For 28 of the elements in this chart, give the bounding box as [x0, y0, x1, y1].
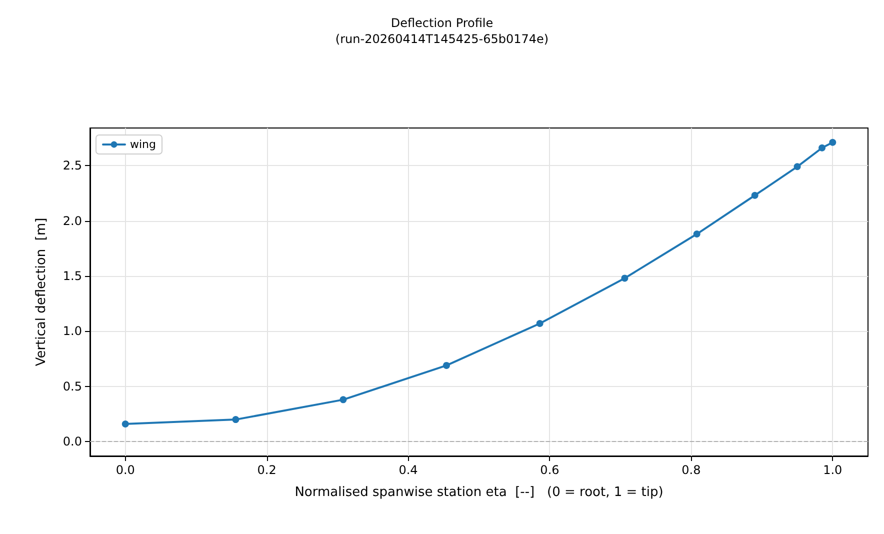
point — [442, 362, 450, 369]
x-axis-title: Normalised spanwise station eta [--] (0 = root, 1 = tip) — [294, 485, 664, 500]
point — [794, 163, 801, 170]
point — [693, 230, 700, 238]
y-tick-label: 0.5 — [62, 379, 82, 394]
point — [122, 420, 129, 428]
chart-title: Deflection Profile — [390, 16, 494, 30]
y-tick-label: 2.0 — [62, 214, 82, 228]
point — [340, 396, 347, 404]
x-tick-label: 0.8 — [682, 463, 701, 477]
x-tick-label: 0.6 — [540, 463, 560, 477]
y-tick-label: 1.5 — [62, 268, 82, 283]
y-tick-label: 1.0 — [62, 324, 82, 338]
legend-label: wing — [130, 138, 156, 151]
x-tick-label: 0.0 — [116, 463, 135, 477]
point — [536, 320, 544, 327]
y-tick-label: 0.0 — [62, 434, 82, 449]
x-tick-label: 0.2 — [257, 463, 276, 477]
chart-subtitle: (run-20260414T145425-65b0174e) — [335, 32, 549, 46]
y-axis-title: Vertical deflection [m] — [34, 218, 49, 366]
x-tick-label: 0.4 — [398, 463, 418, 477]
point — [751, 192, 758, 199]
point — [232, 416, 240, 424]
point — [818, 144, 826, 152]
point — [829, 138, 836, 146]
x-tick-label: 1.0 — [823, 463, 842, 477]
point — [621, 274, 628, 282]
y-tick-label: 2.5 — [62, 158, 82, 173]
